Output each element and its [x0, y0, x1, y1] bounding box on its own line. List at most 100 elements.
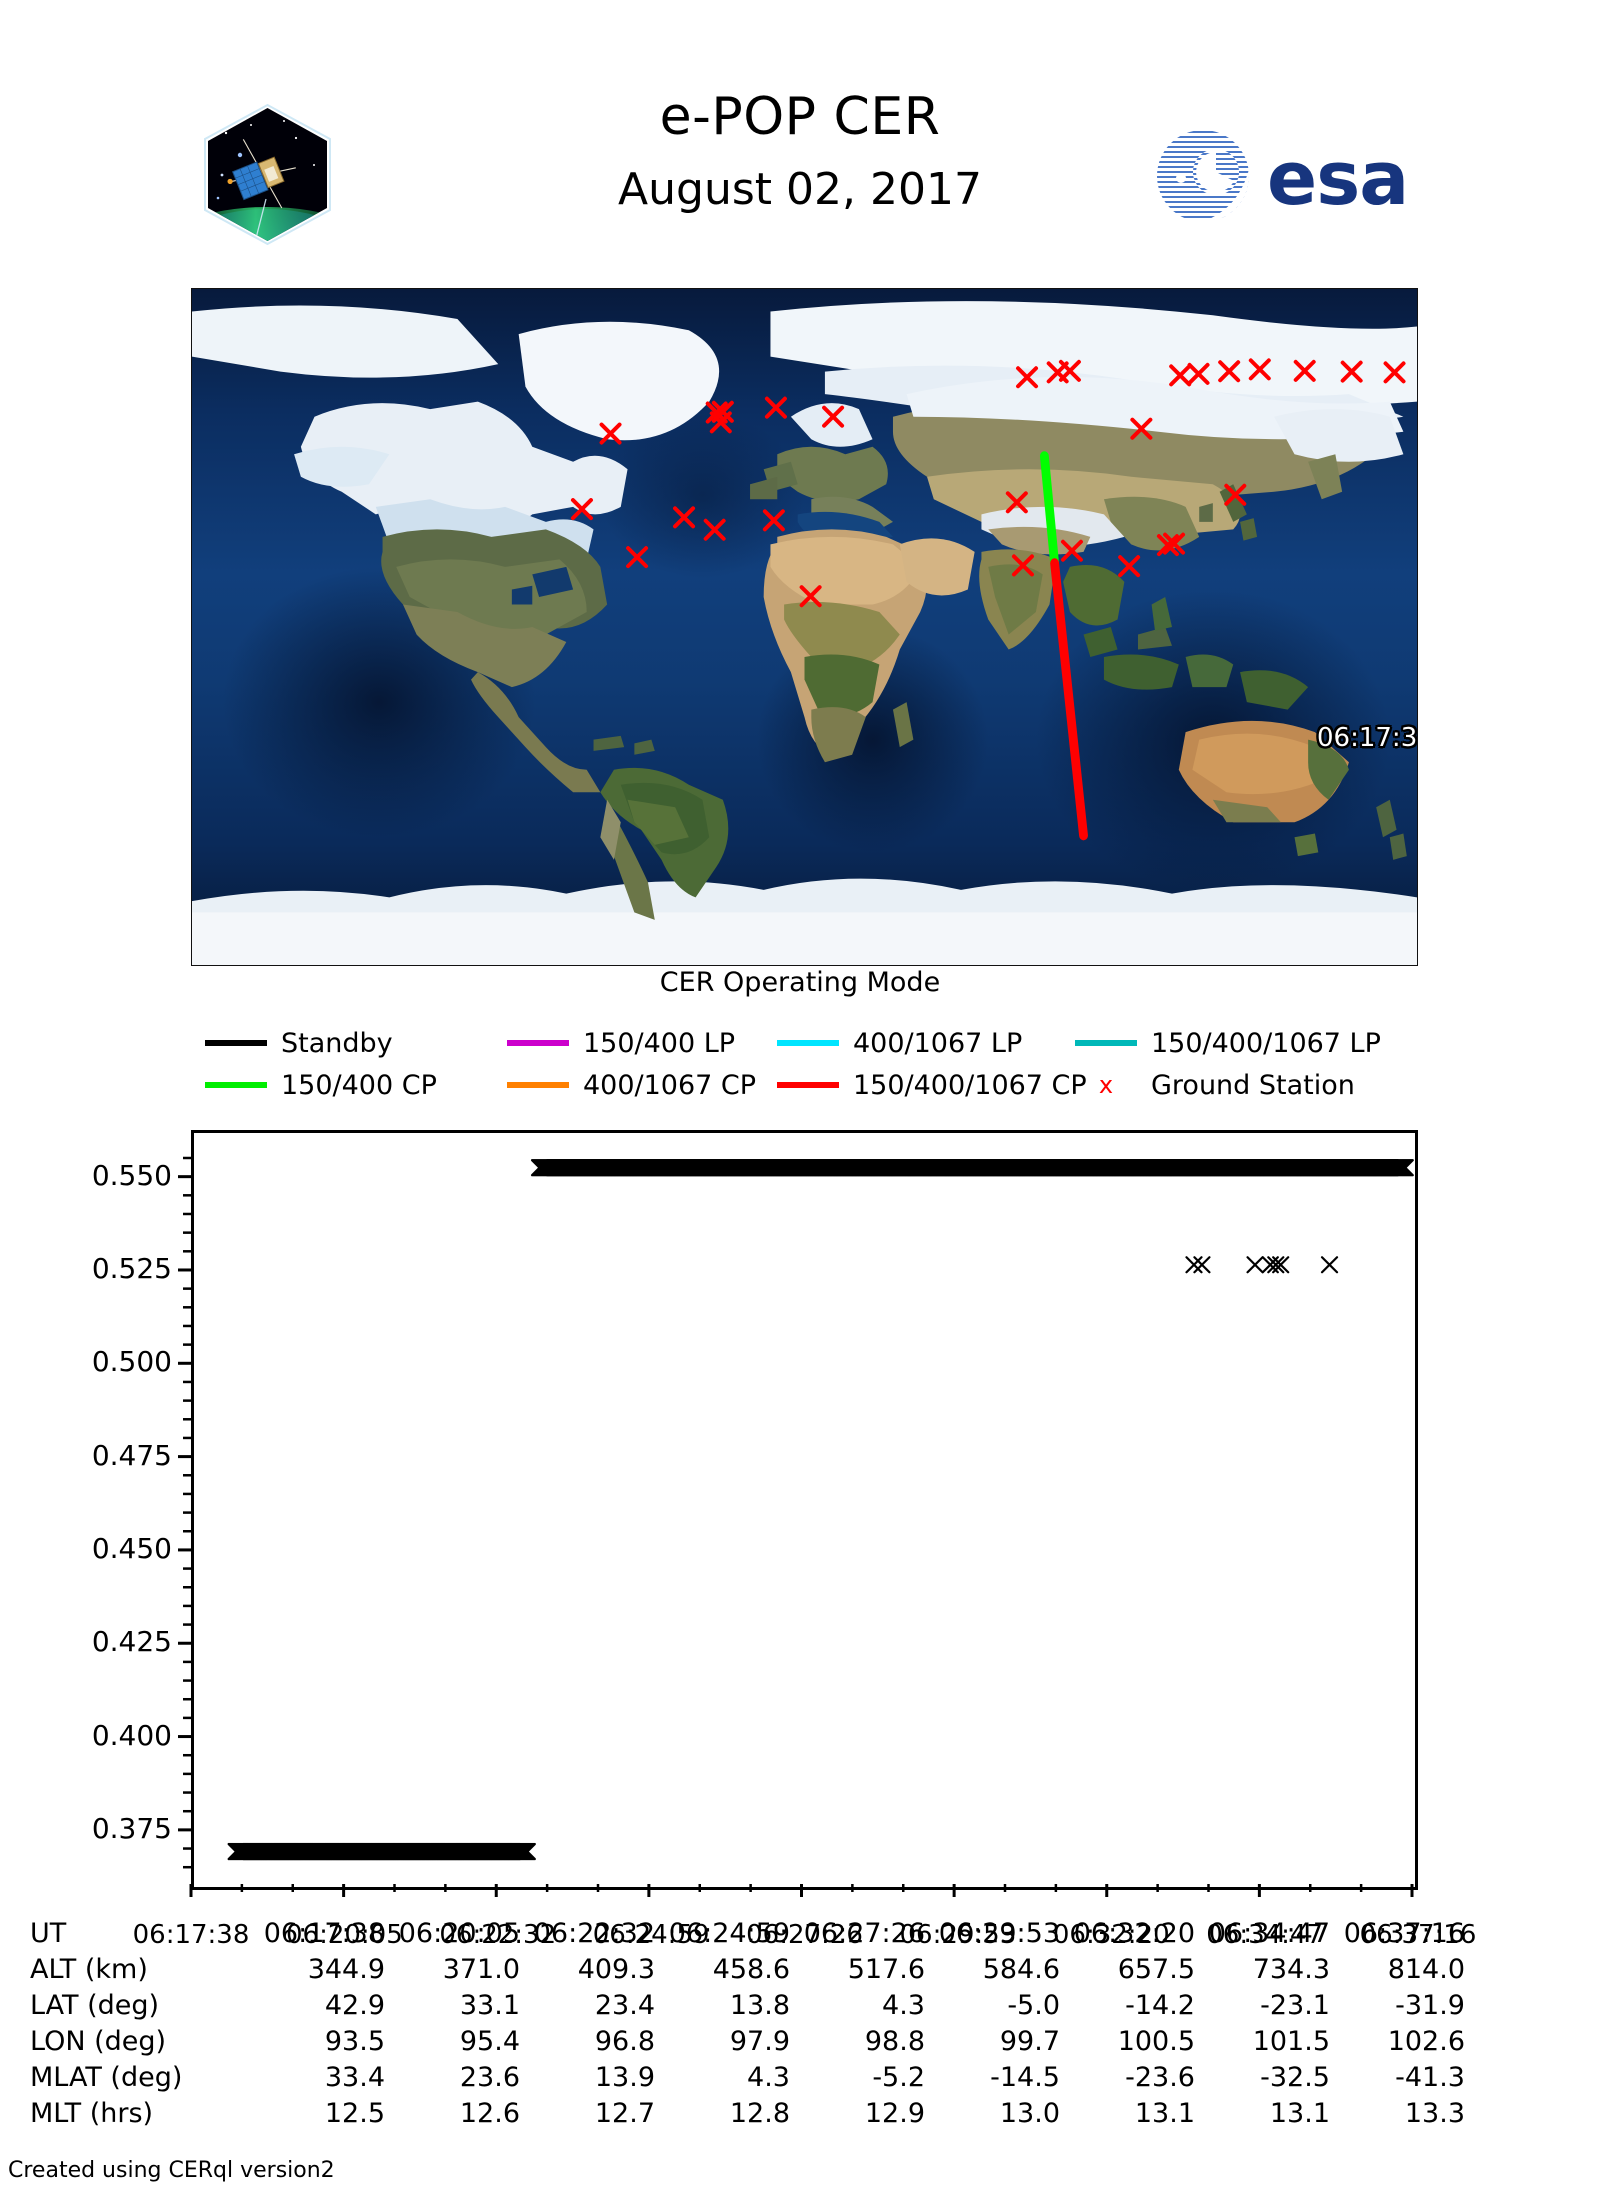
legend-label-150-400-lp: 150/400 LP	[583, 1027, 736, 1059]
table-cell: 06:37:16	[1343, 1918, 1465, 1949]
legend-label-150-400-1067-cp: 150/400/1067 CP	[853, 1069, 1087, 1101]
table-cell: 13.8	[729, 1990, 790, 2021]
ground-station-marker	[799, 585, 822, 608]
x-tick-label: 06:29:53	[899, 1920, 1017, 1950]
table-cell: 33.1	[459, 1990, 520, 2021]
table-row-label: UT	[30, 1918, 67, 1949]
table-cell: 23.4	[594, 1990, 655, 2021]
legend-label-400-1067-cp: 400/1067 CP	[583, 1069, 757, 1101]
ground-station-marker	[1130, 417, 1153, 440]
satellite-track	[1039, 451, 1088, 841]
esa-logo: esa	[1155, 128, 1443, 224]
x-tick-label: 06:34:47	[1206, 1920, 1324, 1950]
x-tick-label: 06:22:32	[439, 1920, 557, 1950]
ground-station-marker	[570, 498, 593, 521]
table-cell: -5.0	[1007, 1990, 1060, 2021]
ground-station-marker	[1156, 534, 1179, 557]
ground-station-marker	[762, 509, 785, 532]
ground-station-marker	[1218, 360, 1241, 383]
page-title: e-POP CER	[659, 87, 941, 147]
table-row: LAT (deg) 42.9 33.1 23.4 13.8 4.3 -5.0 -14.2 -23…	[30, 1990, 1570, 2026]
legend-row-2: 150/400 CP 400/1067 CP 150/400/1067 CP x…	[205, 1068, 1435, 1102]
table-cell: 584.6	[982, 1954, 1060, 1985]
ground-station-marker	[1187, 362, 1210, 385]
legend-item-400-1067-cp: 400/1067 CP	[507, 1068, 756, 1102]
y-tick-label: 0.425	[91, 1625, 172, 1659]
table-row: MLT (hrs) 12.5 12.6 12.7 12.8 12.9 13.0 13.1 13.…	[30, 2098, 1570, 2134]
ground-station-marker	[1011, 554, 1034, 577]
y-tick-label: 0.550	[91, 1158, 172, 1192]
table-row: UT 06:17:38 06:20:05 06:22:32 06:24:59 06:27:…	[30, 1918, 1570, 1954]
world-map	[192, 289, 1417, 965]
ground-station-marker	[705, 401, 728, 424]
table-cell: 06:34:47	[1208, 1918, 1330, 1949]
ground-station-marker	[673, 506, 696, 529]
table-row: MLAT (deg) 33.4 23.6 13.9 4.3 -5.2 -14.5 -23.6 -…	[30, 2062, 1570, 2098]
x-tick-label: 06:20:05	[285, 1920, 403, 1950]
cassiope-logo	[196, 103, 339, 246]
ground-station-marker	[1016, 366, 1039, 389]
table-cell: 371.0	[442, 1954, 520, 1985]
table-cell: -23.1	[1260, 1990, 1330, 2021]
table-cell: 06:17:38	[263, 1918, 385, 1949]
table-cell: 12.6	[459, 2098, 520, 2129]
table-cell: -32.5	[1260, 2062, 1330, 2093]
legend-item-400-1067-lp: 400/1067 LP	[777, 1026, 1022, 1060]
data-point-marker	[1185, 1256, 1203, 1274]
x-axis-ticks: 06:17:38 06:20:05 06:22:32 06:24:59 06:27:26…	[133, 1920, 1477, 1960]
table-cell: 12.9	[864, 2098, 925, 2129]
table-cell: -5.2	[872, 2062, 925, 2093]
x-tick-label: 06:27:26	[746, 1920, 863, 1950]
table-cell: 98.8	[864, 2026, 925, 2057]
footer-note: Created using CERql version2	[8, 2158, 335, 2183]
y-tick-label: 0.450	[91, 1531, 172, 1565]
ground-station-marker	[1058, 359, 1081, 382]
ground-station-icon: x	[1098, 1071, 1114, 1099]
legend-item-150-400-1067-lp: 150/400/1067 LP	[1075, 1026, 1381, 1060]
y-tick-label: 0.500	[91, 1345, 172, 1379]
cer-current-plot[interactable]	[191, 1130, 1418, 1890]
table-cell: 344.9	[307, 1954, 385, 1985]
page-date: August 02, 2017	[618, 163, 982, 215]
legend-swatch-150-400-cp	[205, 1082, 267, 1088]
legend-label-standby: Standby	[281, 1027, 393, 1059]
table-row-label: MLT (hrs)	[30, 2098, 154, 2129]
y-axis-ticks: 0.550 0.525 0.500 0.475 0.450 0.425 0.400 0.375	[20, 1130, 172, 1890]
ground-station-marker	[1005, 491, 1028, 514]
ground-station-marker	[1383, 361, 1406, 384]
data-point-marker	[1246, 1256, 1264, 1274]
legend-item-standby: Standby	[205, 1026, 393, 1060]
table-cell: 95.4	[459, 2026, 520, 2057]
table-row: ALT (km) 344.9 371.0 409.3 458.6 517.6 584.6 65…	[30, 1954, 1570, 1990]
y-tick-label: 0.400	[91, 1718, 172, 1752]
axis-tick-marks	[178, 1156, 1414, 1897]
table-cell: 42.9	[324, 1990, 385, 2021]
ground-station-marker	[703, 518, 726, 541]
table-cell: 06:27:26	[803, 1918, 925, 1949]
table-cell: 409.3	[577, 1954, 655, 1985]
legend-swatch-400-1067-cp	[507, 1082, 569, 1088]
map-ut-start-label: 06:17:38 UT	[1317, 723, 1418, 753]
x-tick-label: 06:37:16	[1359, 1920, 1477, 1950]
ground-station-marker	[764, 396, 787, 419]
table-row: LON (deg) 93.5 95.4 96.8 97.9 98.8 99.7 100.5 10…	[30, 2026, 1570, 2062]
ground-station-marker	[1248, 358, 1271, 381]
data-point-marker	[1193, 1256, 1211, 1274]
ground-station-marker	[1224, 483, 1247, 506]
legend-item-150-400-cp: 150/400 CP	[205, 1068, 437, 1102]
table-row-label: LON (deg)	[30, 2026, 167, 2057]
legend-swatch-150-400-1067-lp	[1075, 1040, 1137, 1046]
data-point-marker	[1267, 1256, 1285, 1274]
table-cell: 06:29:53	[938, 1918, 1060, 1949]
table-cell: 101.5	[1252, 2026, 1330, 2057]
legend-item-150-400-1067-cp: 150/400/1067 CP	[777, 1068, 1087, 1102]
table-cell: 814.0	[1387, 1954, 1465, 1985]
table-cell: 99.7	[999, 2026, 1060, 2057]
legend-row-1: Standby 150/400 LP 400/1067 LP 150/400/1…	[205, 1026, 1435, 1060]
data-point-marker	[1396, 1159, 1414, 1177]
ground-station-marker	[599, 422, 622, 445]
table-cell: 06:32:20	[1073, 1918, 1195, 1949]
table-cell: 517.6	[847, 1954, 925, 1985]
table-cell: 12.7	[594, 2098, 655, 2129]
table-cell: 458.6	[712, 1954, 790, 1985]
